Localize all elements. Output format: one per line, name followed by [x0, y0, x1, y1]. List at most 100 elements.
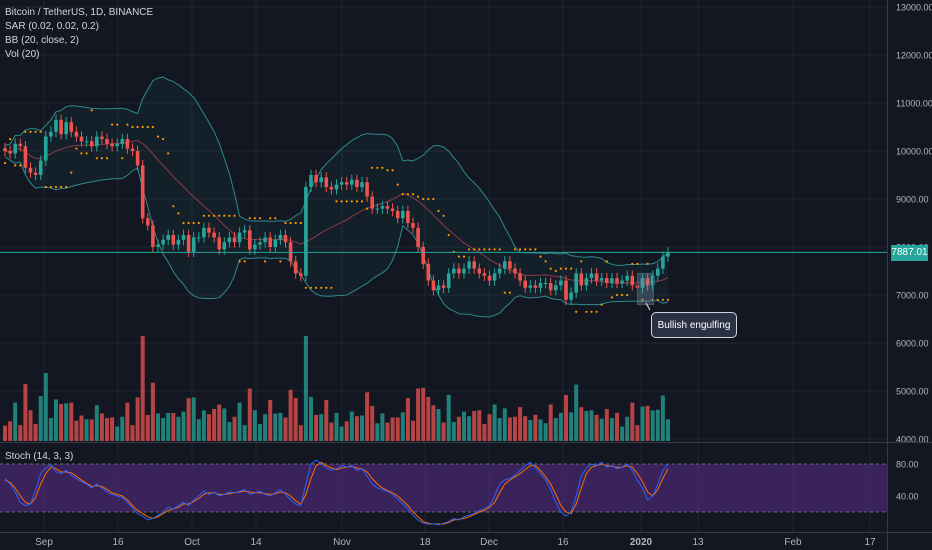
candle-body	[314, 175, 318, 183]
candle-body	[89, 141, 94, 147]
candle-body	[462, 268, 466, 274]
volume-bar	[283, 417, 288, 441]
candle-body	[171, 235, 176, 245]
candle-body	[222, 242, 227, 250]
engulfing-highlight	[637, 272, 654, 306]
sar-dot	[14, 164, 17, 167]
sar-dot	[575, 310, 578, 313]
sar-dot	[49, 185, 53, 189]
sar-dot	[503, 291, 506, 294]
callout-pointer	[645, 302, 651, 311]
volume-bar	[303, 336, 308, 441]
sar-dot	[39, 130, 42, 133]
volume-bar	[263, 414, 268, 441]
sar-dot	[610, 296, 614, 299]
volume-bar	[339, 426, 344, 441]
sar-dot	[355, 200, 358, 203]
volume-bar	[120, 416, 125, 441]
volume-bar	[533, 414, 538, 441]
price-axis-tick: 6000.00	[896, 339, 929, 349]
volume-bar	[456, 416, 461, 441]
volume-bar	[400, 412, 405, 441]
symbol-title[interactable]: Bitcoin / TetherUS, 1D, BINANCE	[5, 7, 154, 18]
candle-body	[401, 211, 405, 219]
sar-dot	[631, 262, 634, 265]
sar-dot	[95, 157, 98, 160]
sar-dot	[100, 157, 103, 160]
sar-dot	[605, 260, 608, 263]
volume-bar	[242, 425, 247, 441]
bb-upper-line	[4, 76, 669, 266]
bb-basis-line	[4, 140, 669, 284]
sar-dot	[182, 221, 185, 225]
sar-dot	[559, 267, 563, 270]
volume-bar	[645, 405, 650, 441]
bullish-engulfing-callout[interactable]: Bullish engulfing	[651, 312, 737, 338]
volume-bar	[523, 416, 528, 441]
sar-dot	[65, 185, 68, 189]
sar-dot	[615, 293, 619, 297]
candle-body	[559, 280, 563, 286]
sar-dot	[192, 221, 195, 225]
sar-dot	[294, 221, 297, 225]
candle-body	[574, 273, 578, 293]
time-axis-tick: Sep	[35, 537, 53, 548]
sar-indicator-label[interactable]: SAR (0.02, 0.02, 0.2)	[5, 21, 99, 32]
volume-bar	[518, 407, 523, 441]
candle-body	[365, 182, 369, 197]
sar-dot	[564, 267, 568, 270]
volume-bar	[507, 417, 512, 441]
candle-body	[497, 268, 502, 274]
sar-dot	[243, 260, 246, 263]
volume-bar	[655, 409, 660, 441]
sar-dot	[447, 233, 450, 237]
volume-bar	[584, 411, 589, 441]
candle-body	[605, 278, 609, 283]
time-axis-tick: 17	[864, 537, 876, 548]
volume-bar	[609, 418, 614, 441]
stoch-axis-tick: 40.00	[896, 492, 919, 502]
volume-bar	[615, 412, 619, 441]
sar-dot	[483, 248, 486, 251]
sar-dot	[478, 248, 481, 251]
sar-dot	[284, 221, 287, 225]
volume-bar	[492, 404, 497, 441]
candle-body	[248, 230, 252, 250]
candle-body	[584, 278, 589, 286]
candle-body	[625, 275, 629, 281]
bb-indicator-label[interactable]: BB (20, close, 2)	[5, 35, 79, 46]
volume-indicator-label[interactable]: Vol (20)	[5, 49, 40, 60]
sar-dot	[146, 125, 149, 129]
time-axis-tick: 18	[419, 537, 431, 548]
volume-bar	[354, 416, 359, 441]
volume-bar	[564, 395, 568, 441]
sar-dot	[269, 217, 272, 220]
sar-dot	[299, 221, 302, 225]
volume-bar	[451, 422, 456, 441]
volume-bar	[329, 422, 334, 441]
stoch-indicator-label[interactable]: Stoch (14, 3, 3)	[5, 451, 74, 462]
candle-body	[421, 247, 425, 264]
sar-dot	[202, 214, 205, 217]
volume-bar	[293, 398, 298, 441]
sar-dot	[248, 217, 251, 220]
candle-body	[176, 239, 181, 245]
candle-body	[13, 143, 17, 154]
candle-body	[74, 131, 79, 137]
sar-dot	[116, 123, 119, 126]
volume-bar	[125, 402, 130, 441]
candle-body	[395, 211, 400, 219]
parabolic-sar	[3, 109, 670, 313]
candle-body	[207, 227, 211, 233]
volume-bar	[380, 413, 385, 441]
candle-body	[482, 273, 487, 276]
volume-bar	[28, 410, 33, 441]
sar-dot	[233, 214, 236, 217]
sar-dot	[366, 207, 369, 210]
candle-body	[579, 273, 584, 286]
volume-bar	[59, 404, 64, 441]
time-axis-tick: Dec	[480, 537, 498, 548]
volume-bar	[574, 384, 579, 441]
